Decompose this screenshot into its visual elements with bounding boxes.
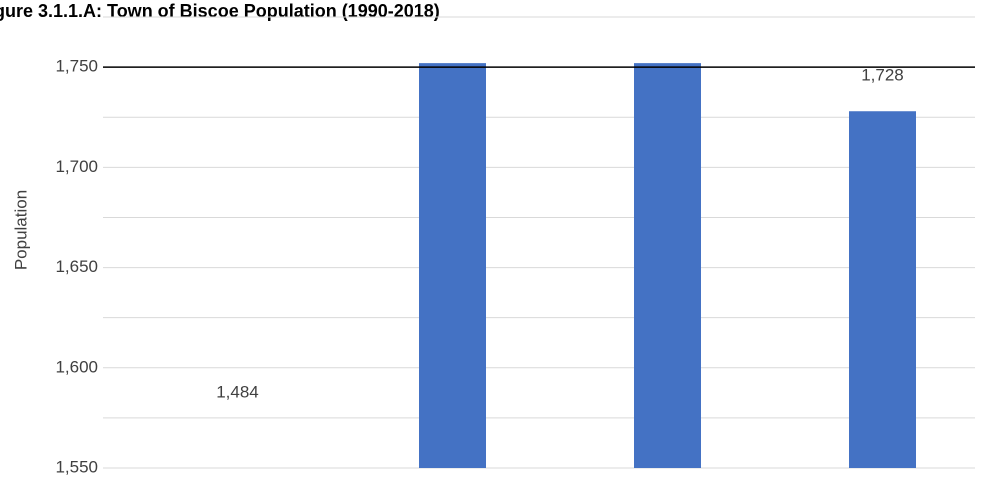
data-label: 1,728 [861,66,904,85]
y-tick-label: 1,550 [55,457,98,476]
y-tick-label: 1,700 [55,157,98,176]
bar [849,111,916,468]
y-tick-label: 1,750 [55,57,98,76]
y-tick-label: 1,600 [55,357,98,376]
y-axis-label: Population [11,190,30,270]
y-tick-label: 1,650 [55,257,98,276]
bar [634,63,701,468]
chart-title: Figure 3.1.1.A: Town of Biscoe Populatio… [0,1,440,21]
data-label: 1,484 [216,382,259,401]
bar [419,63,486,468]
